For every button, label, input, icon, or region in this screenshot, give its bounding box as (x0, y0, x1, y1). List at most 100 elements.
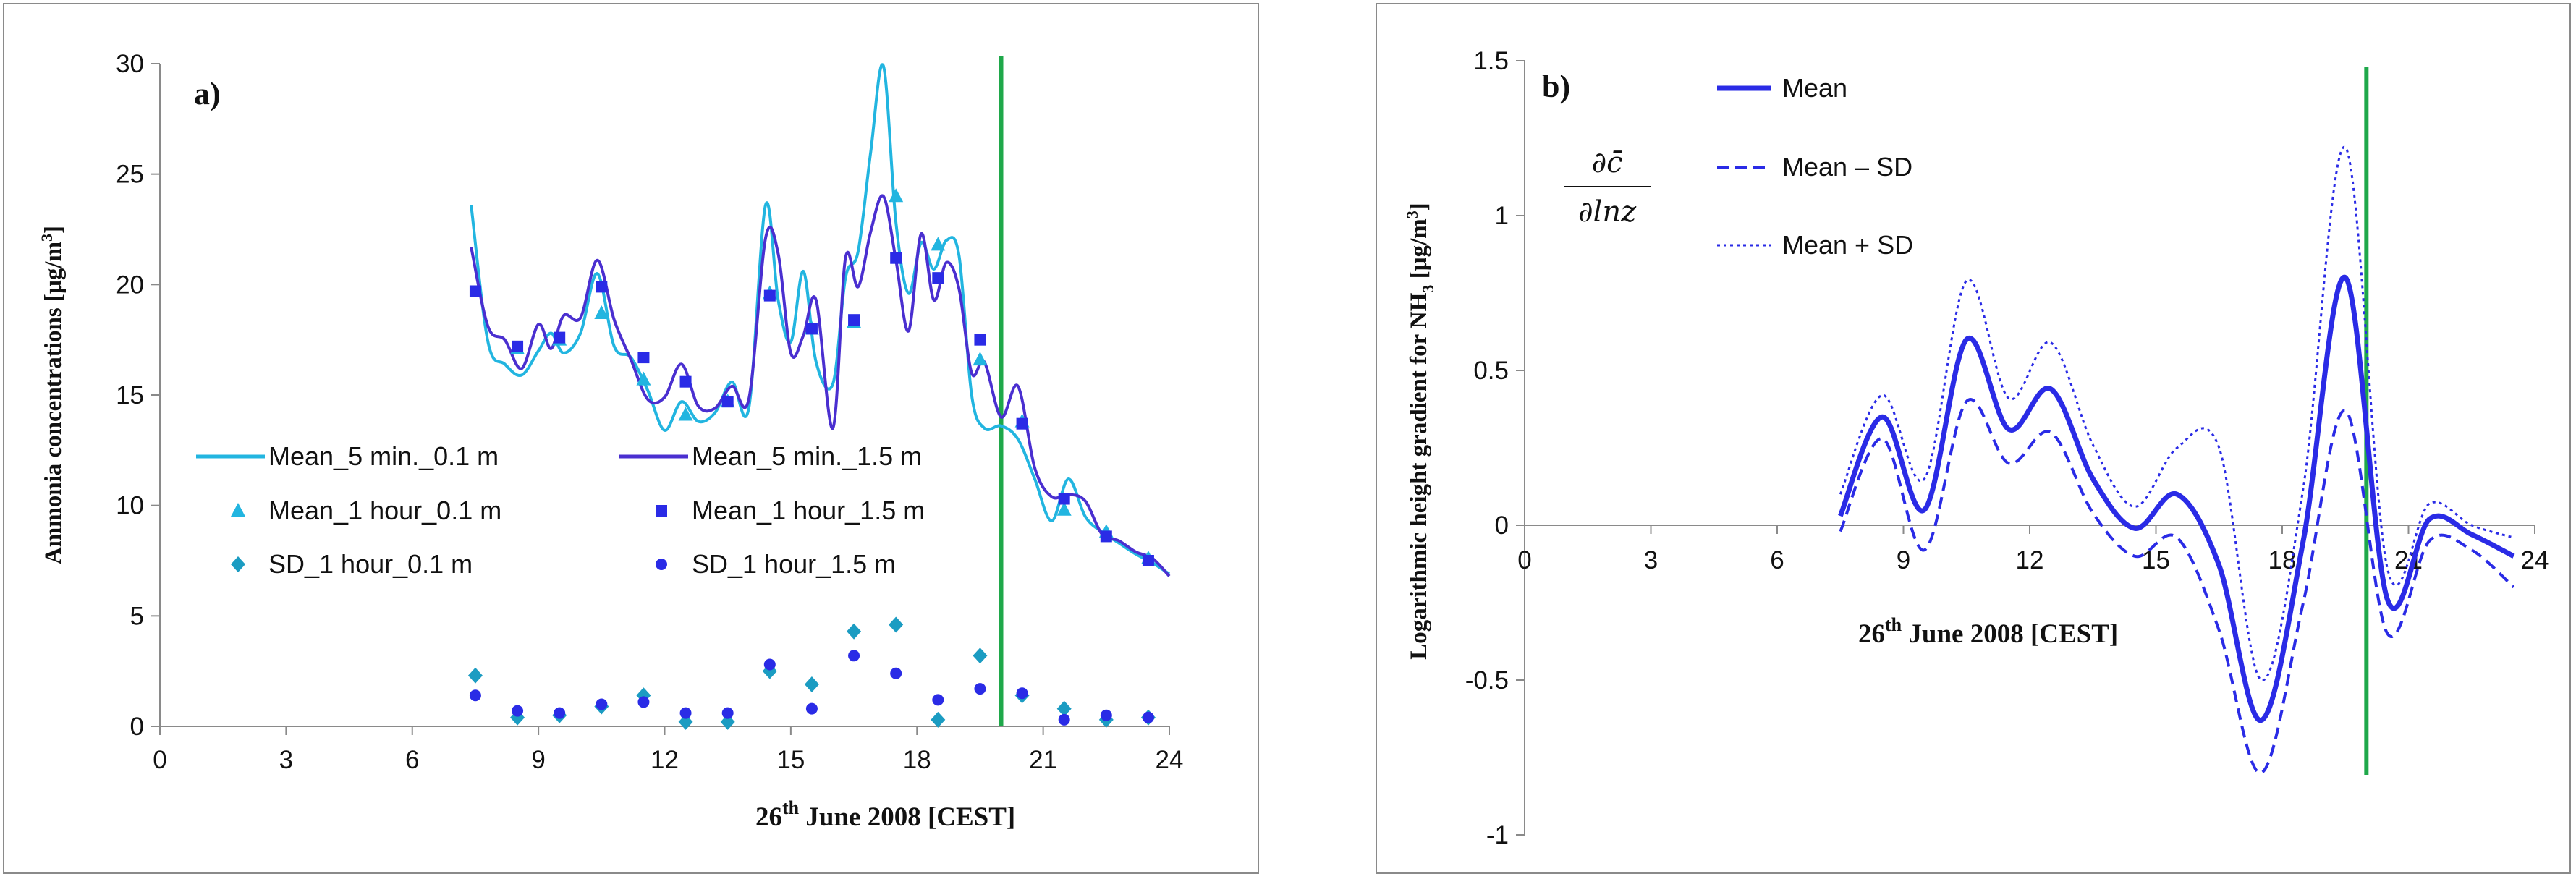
x-axis-label-sup: th (1885, 614, 1902, 635)
x-axis-label-text: June 2008 [CEST] (799, 802, 1015, 832)
chart-panel-b: -1 -0.5 0 0.5 1 1.5 0 3 6 9 12 15 18 21 24 26th June 20… (1376, 3, 2571, 874)
y-tick-label: -1 (1486, 821, 1509, 849)
y-tick-label: 5 (130, 602, 144, 630)
chart-panel-a: 0 5 10 15 20 25 30 0 3 6 9 12 15 18 21 24 26th June 2008… (3, 3, 1259, 874)
marker-sd-1h-1-5m (554, 707, 566, 719)
marker-sd-1h-1-5m (637, 696, 650, 708)
chart-a-svg: 0 5 10 15 20 25 30 0 3 6 9 12 15 18 21 24 26th June 2008… (38, 50, 1183, 832)
x-tick-label: 9 (1897, 546, 1910, 574)
marker-mean-1h-1-5m (554, 331, 566, 344)
marker-mean-1h-0-1m (973, 352, 988, 366)
marker-mean-1h-0-1m (889, 188, 904, 203)
x-tick-label: 6 (1770, 546, 1784, 574)
marker-mean-1h-1-5m (679, 375, 692, 388)
x-axis-label-sup: th (782, 797, 800, 818)
marker-sd-1h-1-5m (469, 689, 481, 702)
marker-sd-1h-0-1m (847, 623, 862, 640)
marker-mean-1h-1-5m (469, 285, 481, 297)
legend-label: Mean (1782, 73, 1847, 103)
legend-label: Mean_1 hour_1.5 m (692, 496, 925, 525)
marker-sd-1h-1-5m (974, 683, 986, 695)
marker-sd-1h-1-5m (848, 650, 860, 662)
x-tick-label: 12 (2016, 546, 2044, 574)
marker-sd-1h-1-5m (679, 707, 692, 719)
y-axis-label: Ammonia concentrations [µg/m3] (38, 226, 67, 564)
marker-sd-1h-1-5m (890, 667, 902, 679)
x-tick-label: 3 (1644, 546, 1658, 574)
y-tick-label: 25 (116, 161, 144, 189)
legend-b: Mean Mean – SD Mean + SD (1717, 73, 1913, 260)
legend-label: Mean_5 min._0.1 m (268, 441, 499, 471)
y-tick-label: -0.5 (1465, 666, 1509, 695)
y-axis-label-end: ] (41, 226, 67, 234)
marker-sd-1h-1-5m (805, 702, 818, 715)
marker-sd-1h-0-1m (467, 667, 483, 684)
y-tick-label: 1.5 (1473, 47, 1509, 75)
y-axis-label-text: Logarithmic height gradient for NH (1406, 292, 1432, 660)
legend-swatch-diamond (231, 556, 245, 572)
formula-numerator: ∂c̄ (1591, 146, 1622, 179)
legend-label: SD_1 hour_1.5 m (692, 549, 896, 579)
series-line-dashed (1839, 398, 2515, 775)
marker-mean-1h-1-5m (1142, 555, 1154, 566)
x-axis-label: 26th June 2008 [CEST] (1858, 614, 2118, 649)
series-line-mean-5min-0-1m (470, 63, 1171, 575)
marker-mean-1h-0-1m (678, 407, 693, 421)
marker-mean-1h-0-1m (594, 305, 609, 320)
legend-label: SD_1 hour_0.1 m (268, 549, 473, 579)
y-axis-label-sup: 3 (1403, 211, 1421, 218)
marker-mean-1h-1-5m (721, 396, 734, 408)
marker-sd-1h-0-1m (931, 711, 946, 728)
x-tick-label: 24 (2521, 546, 2549, 574)
marker-sd-1h-1-5m (721, 707, 734, 719)
marker-mean-1h-1-5m (596, 281, 608, 293)
x-tick-label: 0 (1517, 546, 1531, 574)
marker-sd-1h-1-5m (1100, 709, 1112, 721)
y-tick-label: 0.5 (1473, 357, 1509, 385)
legend-label: Mean_1 hour_0.1 m (268, 496, 501, 525)
x-tick-label: 15 (776, 746, 805, 774)
y-tick-label: 20 (116, 271, 144, 299)
marker-sd-1h-1-5m (1016, 687, 1028, 700)
marker-mean-1h-1-5m (932, 272, 944, 284)
y-tick-label: 30 (116, 50, 144, 78)
marker-sd-1h-1-5m (512, 705, 524, 717)
y-axis-label-mid: [µg/m (1406, 218, 1432, 284)
y-tick-label: 15 (116, 381, 144, 409)
x-axis-label: 26th June 2008 [CEST] (755, 797, 1015, 832)
legend-swatch-circle (656, 559, 667, 570)
marker-sd-1h-1-5m (1058, 713, 1070, 726)
y-tick-label: 10 (116, 492, 144, 520)
marker-mean-1h-1-5m (763, 289, 776, 302)
legend-swatch-triangle (231, 503, 245, 517)
x-tick-label: 15 (2142, 546, 2170, 574)
x-tick-label: 12 (651, 746, 679, 774)
marker-mean-1h-1-5m (848, 314, 860, 326)
marker-sd-1h-0-1m (804, 676, 819, 692)
marker-mean-1h-1-5m (512, 340, 524, 352)
y-axis-label-end: ] (1406, 203, 1432, 211)
x-axis-label-day: 26 (1858, 619, 1885, 649)
marker-sd-1h-1-5m (1142, 711, 1154, 723)
marker-mean-1h-1-5m (1016, 417, 1028, 430)
marker-mean-1h-0-1m (931, 237, 946, 251)
legend-label: Mean – SD (1782, 152, 1912, 182)
marker-sd-1h-0-1m (720, 713, 735, 730)
y-tick-label: 0 (130, 713, 144, 741)
x-axis-label-day: 26 (755, 802, 782, 832)
legend-label: Mean + SD (1782, 230, 1913, 260)
x-tick-label: 9 (531, 746, 545, 774)
marker-mean-1h-0-1m (1056, 501, 1072, 516)
x-tick-label: 0 (153, 746, 166, 774)
marker-sd-1h-0-1m (889, 616, 904, 633)
formula-denominator: ∂lnz (1578, 195, 1637, 229)
legend-label: Mean_5 min._1.5 m (692, 441, 922, 471)
series-line-dotted (1839, 146, 2514, 681)
panel-label-b: b) (1542, 69, 1570, 104)
y-tick-label: 0 (1495, 511, 1509, 540)
x-tick-label: 21 (1029, 746, 1057, 774)
y-axis-label-sup: 3 (38, 234, 56, 242)
marker-mean-1h-1-5m (1100, 530, 1112, 543)
marker-mean-1h-1-5m (890, 252, 902, 264)
